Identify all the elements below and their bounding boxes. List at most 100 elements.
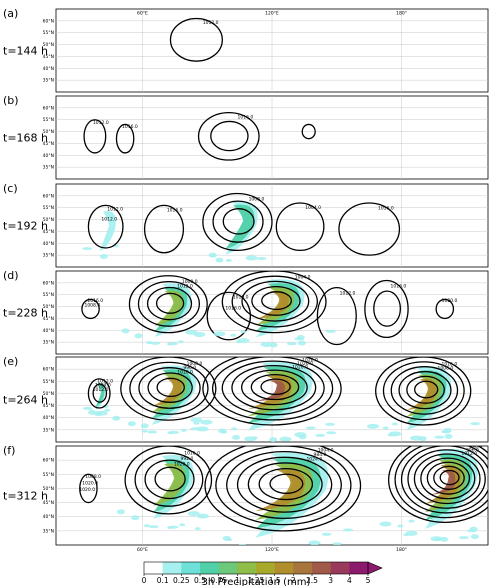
precip-patch [134,333,143,339]
pressure-contour [143,204,185,254]
lat-tick-label: 55°N [43,472,54,478]
colorbar-tick-label: 1.25 [248,576,265,585]
precip-patch [88,409,97,415]
contour-label: 1000.0 [182,279,198,285]
contour-label: 1012.0 [203,20,219,26]
pressure-contour [364,279,409,339]
pressure-contour [394,446,488,519]
contour-label: 1012.0 [107,207,123,213]
lat-tick-label: 55°N [43,292,54,298]
pressure-contour [433,465,465,490]
pressure-contour [169,17,223,62]
precip-shading [247,380,285,402]
precip-patch [187,511,200,517]
colorbar-tick-label: 0.25 [173,576,190,585]
pressure-contour [210,120,249,152]
lat-tick-label: 60°N [43,367,54,373]
precip-shading [99,211,116,252]
precip-shading [256,290,290,320]
colorbar-segment [200,562,219,574]
contour-label: 1008.0 [85,474,101,480]
contour-label: 1004.0 [295,275,311,281]
precip-patch [168,525,179,529]
contour-label: 996.0 [183,365,196,371]
contour-label: 1004.0 [305,205,321,211]
pressure-contour [390,366,459,415]
precip-shading [95,384,105,408]
lat-tick-label: 50°N [43,304,54,310]
precip-patch [256,257,267,261]
precip-patch [235,340,242,344]
precip-shading [151,377,182,407]
panel-b: 1012.0 1016.0 1016.0 35°N 40°N 45°N 50°N 55°N 60… [3,94,489,180]
precip-patch [147,430,158,434]
contour-label: 1020.0 [174,462,190,468]
lat-tick-label: 50°N [43,42,54,48]
contour-label: 984.0 [313,452,326,458]
precip-patch [326,431,337,435]
contour-label: 1012.0 [177,283,193,289]
contour-label: 1012.0 [101,217,117,223]
pressure-contour [316,286,357,346]
precip-patch [116,509,125,515]
precip-patch [95,410,108,416]
pressure-contour [420,457,476,500]
precip-patch [140,423,149,429]
lat-tick-label: 60°N [43,458,54,464]
pressure-contour [301,123,316,140]
precip-patch [213,331,226,337]
precip-patch [82,247,93,251]
contour-label: 1012.0 [340,291,356,297]
contour-label: 1012.0 [97,379,113,385]
precip-patch [221,430,228,434]
panel-time-label: t=264 h [3,394,48,407]
precip-patch [179,523,186,527]
lat-tick-label: 55°N [43,205,54,211]
colorbar-tick-label: 0 [142,576,147,585]
panel-plot-area: 1012.0 1016.0 1016.0 [56,96,488,179]
precip-patch [397,524,404,528]
colorbar-tick-label: 0.75 [210,576,227,585]
lat-tick-label: 50°N [43,217,54,223]
lat-tick-label: 45°N [43,500,54,506]
contour-label: 1016.0 [167,207,183,213]
lat-tick-label: 35°N [43,78,54,84]
pressure-contour [261,291,293,311]
contour-label: 1004.0 [318,448,334,454]
lat-tick-label: 40°N [43,328,54,334]
lat-tick-label: 50°N [43,391,54,397]
precip-patch [145,341,152,345]
panel-letter: (b) [3,94,19,107]
lat-tick-label: 50°N [43,129,54,135]
lon-tick-label: 180° [396,11,407,17]
precip-patch [225,258,232,262]
precip-patch [127,421,136,427]
colorbar-segment [349,562,369,574]
precip-patch [470,422,481,426]
precip-patch [200,419,213,425]
pressure-contour [231,275,318,328]
panel-letter: (e) [3,355,18,368]
precip-patch [391,422,398,426]
precip-patch [433,537,444,541]
pressure-contour [435,298,455,320]
precip-patch [325,329,336,333]
colorbar-segment [181,562,201,574]
lat-tick-label: 40°N [43,415,54,421]
lat-tick-label: 45°N [43,141,54,147]
panel-c: 1012.0 1016.0 1008.0 1004.0 1016.0 1012.0 35°N… [3,182,489,268]
colorbar-segment [144,562,163,574]
precip-patch [489,516,497,521]
pressure-contour [260,378,291,396]
precip-patch [269,437,278,442]
pressure-contour [400,446,488,514]
precip-shading [255,469,306,512]
precip-patch [210,254,217,258]
precip-patch [193,421,200,425]
precip-shading [225,204,255,250]
colorbar-segment [218,562,238,574]
precip-patch [240,330,247,334]
lat-tick-label: 35°N [43,253,54,259]
precip-patch [194,527,201,531]
